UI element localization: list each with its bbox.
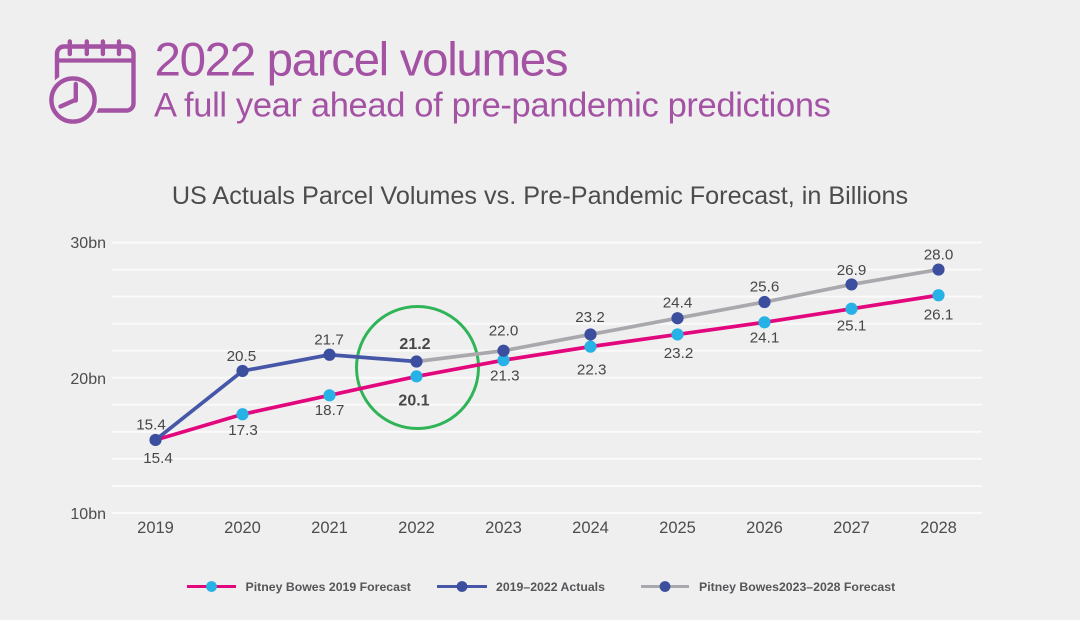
svg-text:18.7: 18.7 — [315, 402, 345, 419]
svg-text:2023: 2023 — [485, 519, 522, 537]
svg-text:2020: 2020 — [224, 519, 261, 537]
svg-text:23.2: 23.2 — [664, 345, 694, 362]
svg-text:21.2: 21.2 — [399, 336, 430, 353]
svg-text:2019–2022 Actuals: 2019–2022 Actuals — [496, 580, 605, 594]
svg-text:15.4: 15.4 — [143, 450, 173, 467]
svg-text:24.1: 24.1 — [750, 329, 780, 346]
svg-text:15.4: 15.4 — [136, 417, 166, 434]
svg-text:21.7: 21.7 — [314, 331, 344, 348]
svg-text:Pitney Bowes 2019 Forecast: Pitney Bowes 2019 Forecast — [246, 580, 411, 594]
svg-text:2026: 2026 — [746, 519, 783, 537]
svg-text:20.1: 20.1 — [398, 392, 429, 409]
svg-text:17.3: 17.3 — [228, 422, 258, 439]
svg-text:2028: 2028 — [920, 519, 957, 537]
svg-text:2019: 2019 — [137, 519, 174, 537]
svg-text:24.4: 24.4 — [663, 294, 693, 311]
svg-text:28.0: 28.0 — [924, 246, 954, 263]
svg-text:A full year ahead of pre-pande: A full year ahead of pre-pandemic predic… — [154, 87, 831, 125]
svg-text:2024: 2024 — [572, 519, 609, 537]
svg-text:22.0: 22.0 — [489, 322, 519, 339]
svg-text:US Actuals Parcel Volumes vs.: US Actuals Parcel Volumes vs. Pre-Pandem… — [172, 182, 908, 210]
svg-text:21.3: 21.3 — [490, 368, 520, 385]
svg-text:2022: 2022 — [398, 519, 435, 537]
svg-text:2027: 2027 — [833, 519, 870, 537]
svg-text:2021: 2021 — [311, 519, 348, 537]
svg-text:2022 parcel volumes: 2022 parcel volumes — [155, 34, 568, 87]
svg-text:25.1: 25.1 — [837, 317, 867, 334]
svg-text:26.9: 26.9 — [837, 262, 867, 279]
svg-text:Pitney Bowes2023–2028 Forecast: Pitney Bowes2023–2028 Forecast — [699, 580, 895, 594]
svg-text:25.6: 25.6 — [750, 278, 780, 295]
svg-text:10bn: 10bn — [70, 506, 106, 523]
svg-text:26.1: 26.1 — [924, 306, 954, 323]
svg-text:20.5: 20.5 — [227, 348, 257, 365]
svg-text:30bn: 30bn — [70, 235, 106, 252]
svg-text:23.2: 23.2 — [575, 309, 605, 326]
svg-text:2025: 2025 — [659, 519, 696, 537]
svg-text:20bn: 20bn — [70, 371, 106, 388]
svg-text:22.3: 22.3 — [577, 361, 607, 378]
